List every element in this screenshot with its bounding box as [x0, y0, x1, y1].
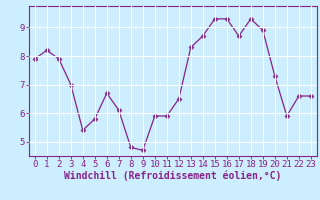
X-axis label: Windchill (Refroidissement éolien,°C): Windchill (Refroidissement éolien,°C) [64, 171, 282, 181]
